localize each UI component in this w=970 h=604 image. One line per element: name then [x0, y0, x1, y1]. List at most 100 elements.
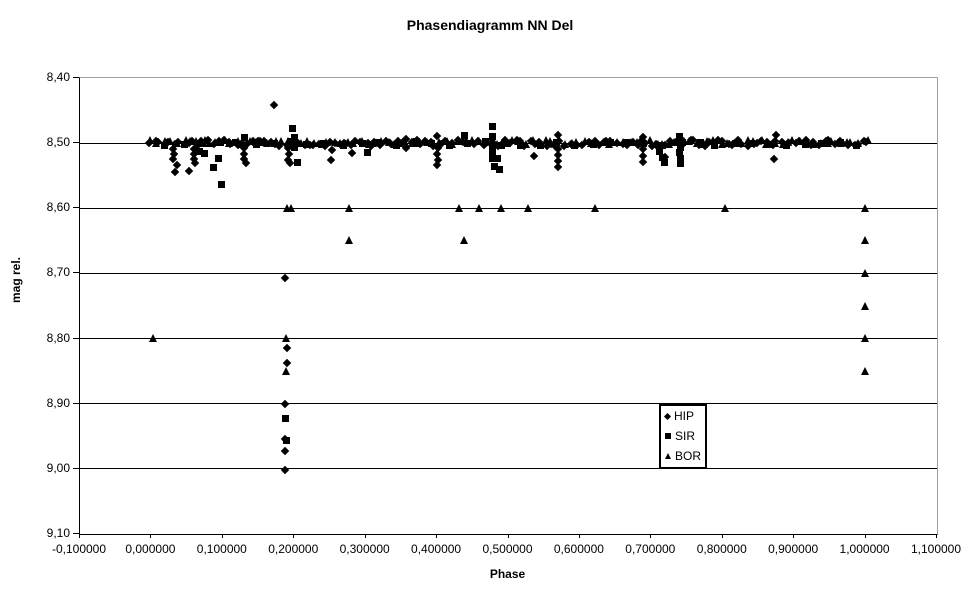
data-point-bor: [173, 138, 182, 147]
data-point-bor: [853, 139, 862, 148]
data-point-bor: [318, 139, 327, 148]
data-point-sir: [215, 154, 223, 162]
data-point-bor: [408, 139, 417, 147]
y-tick-label: 9,00: [46, 460, 70, 475]
data-point-bor: [302, 137, 311, 146]
data-point-bor: [581, 137, 590, 146]
data-point-sir: [676, 149, 684, 157]
data-point-bor: [389, 140, 398, 149]
data-point-bor: [590, 204, 599, 213]
data-point-bor: [653, 139, 662, 148]
data-point-bor: [718, 140, 727, 149]
x-axis-tick: [79, 534, 80, 538]
data-point-sir: [282, 436, 290, 444]
data-point-sir: [517, 141, 525, 149]
data-point-bor: [757, 136, 766, 145]
y-tick-label: 8,60: [46, 200, 70, 215]
x-tick-label: 0,700000: [625, 542, 676, 556]
data-point-bor: [468, 136, 477, 145]
x-tick-label: 0,500000: [482, 542, 533, 556]
data-point-bor: [529, 136, 538, 145]
data-point-bor: [560, 140, 569, 149]
legend-label: HIP: [674, 409, 695, 424]
data-point-hip: [269, 100, 278, 109]
x-tick-label: 0,100000: [196, 542, 247, 556]
data-point-sir: [489, 149, 497, 157]
data-point-bor: [357, 136, 366, 145]
data-point-bor: [211, 137, 220, 146]
data-point-sir: [677, 143, 685, 151]
data-point-sir: [677, 160, 685, 168]
x-tick-label: 0,300000: [339, 542, 390, 556]
data-point-bor: [161, 137, 170, 146]
data-point-sir: [180, 141, 188, 149]
data-point-sir: [660, 159, 668, 167]
x-axis-tick: [936, 534, 937, 538]
data-point-bor: [657, 139, 666, 148]
data-point-bor: [502, 139, 511, 148]
legend-label: BOR: [675, 448, 702, 463]
data-point-bor: [336, 138, 345, 147]
data-point-sir: [656, 148, 664, 156]
data-point-sir: [711, 142, 719, 150]
data-point-bor: [276, 136, 285, 145]
data-point-bor: [402, 139, 411, 148]
y-axis-tick: [73, 533, 79, 534]
data-point-bor: [165, 136, 174, 145]
data-point-hip: [185, 166, 194, 176]
data-point-bor: [152, 138, 161, 147]
data-point-hip: [769, 155, 779, 164]
horizontal-gridline: [80, 207, 937, 209]
data-point-bor: [480, 138, 489, 147]
data-point-bor: [860, 204, 869, 213]
data-point-bor: [514, 136, 523, 145]
x-axis-title: Phase: [489, 567, 526, 581]
data-point-bor: [545, 136, 554, 145]
data-point-bor: [385, 138, 394, 147]
data-point-bor: [860, 235, 869, 244]
data-point-bor: [474, 204, 483, 213]
x-tick-label: 1,100000: [910, 542, 962, 556]
data-point-sir: [488, 122, 496, 130]
data-point-hip: [190, 159, 200, 168]
data-point-bor: [146, 136, 155, 145]
y-tick-label: 8,80: [46, 330, 70, 345]
data-point-bor: [331, 137, 340, 146]
data-point-bor: [181, 136, 190, 145]
data-point-bor: [289, 136, 298, 145]
x-axis-tick: [150, 534, 152, 538]
square-icon: [665, 433, 671, 440]
horizontal-gridline: [80, 468, 937, 470]
data-point-bor: [191, 136, 200, 145]
data-point-sir: [195, 148, 203, 156]
x-axis-tick: [293, 534, 295, 538]
diamond-icon: [663, 413, 672, 421]
data-point-bor: [186, 137, 195, 146]
data-point-bor: [762, 139, 771, 148]
data-point-bor: [860, 302, 869, 310]
data-point-bor: [286, 204, 295, 213]
data-point-bor: [296, 139, 305, 148]
legend-item-sir: SIR: [665, 429, 705, 443]
data-point-sir: [200, 150, 208, 158]
triangle-icon: [665, 453, 671, 460]
data-point-bor: [251, 138, 260, 147]
data-point-bor: [627, 138, 636, 147]
data-point-bor: [434, 137, 443, 146]
data-point-bor: [348, 139, 357, 148]
data-point-bor: [605, 139, 614, 148]
legend: HIP SIR BOR: [659, 404, 707, 469]
data-point-sir: [497, 141, 505, 149]
data-point-bor: [245, 136, 254, 145]
x-tick-label: -0,100000: [51, 542, 107, 556]
data-point-bor: [376, 136, 385, 145]
data-point-bor: [454, 204, 463, 213]
data-point-bor: [637, 138, 646, 147]
data-point-bor: [429, 138, 438, 147]
data-point-bor: [846, 137, 855, 146]
y-tick-label: 8,40: [46, 70, 70, 84]
legend-item-bor: BOR: [665, 448, 705, 463]
data-point-bor: [263, 139, 272, 148]
x-axis-tick: [436, 534, 438, 538]
